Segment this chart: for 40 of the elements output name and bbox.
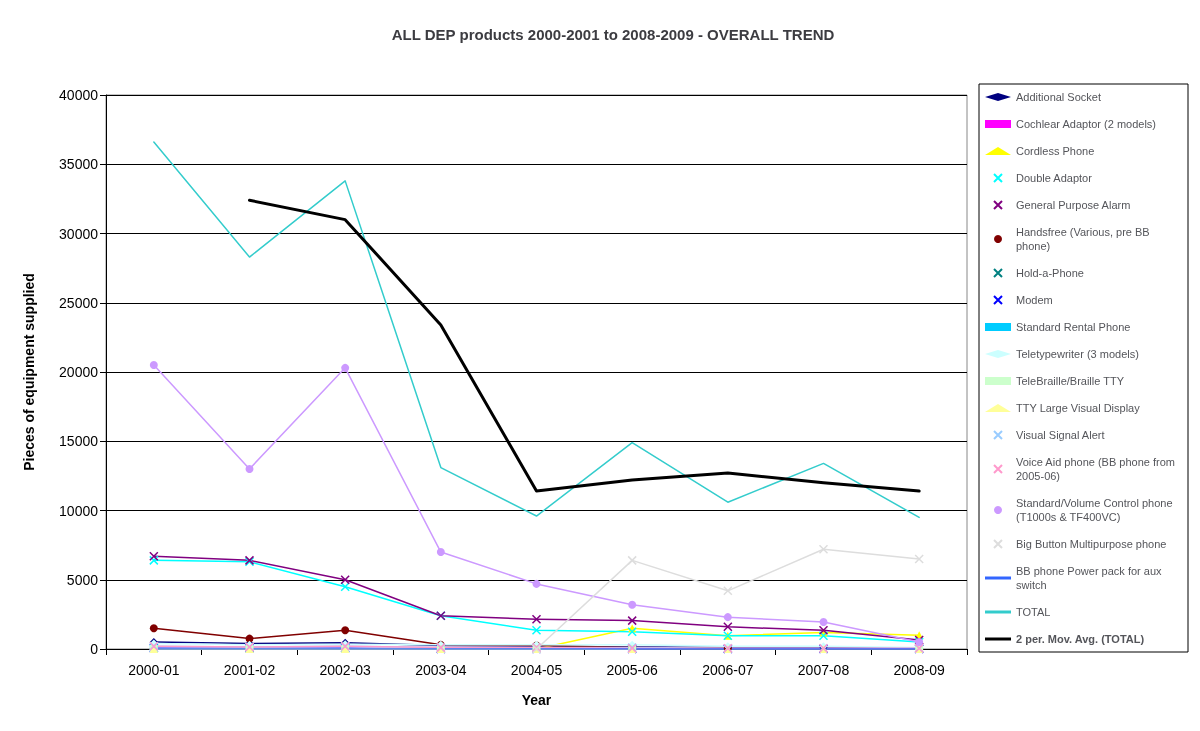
legend-label: Standard/Volume Control phone (T1000s & TF400VC) <box>1016 497 1176 523</box>
x-tick-label: 2005-06 <box>606 662 659 678</box>
legend-label: Hold-a-Phone <box>1016 267 1084 279</box>
legend-label: Cochlear Adaptor (2 models) <box>1016 118 1157 130</box>
x-tick-label: 2002-03 <box>319 662 372 678</box>
legend-label: Voice Aid phone (BB phone from 2005-06) <box>1016 456 1179 482</box>
y-tick-label: 35000 <box>59 156 99 173</box>
x-tick-label: 2000-01 <box>128 662 180 678</box>
legend-label: Visual Signal Alert <box>1016 429 1105 441</box>
legend-label: 2 per. Mov. Avg. (TOTAL) <box>1016 633 1145 645</box>
x-tick-label: 2007-08 <box>797 662 850 678</box>
legend-label: Cordless Phone <box>1016 145 1095 157</box>
legend-label: TTY Large Visual Display <box>1016 402 1141 414</box>
y-tick-label: 5000 <box>66 571 99 588</box>
chart-title: ALL DEP products 2000-2001 to 2008-2009 - OVERALL TREND <box>391 26 835 43</box>
x-tick-label: 2001-02 <box>223 662 276 678</box>
x-tick-label: 2008-09 <box>893 662 946 678</box>
legend-label: BB phone Power pack for aux switch <box>1016 565 1165 591</box>
legend-label: Additional Socket <box>1016 91 1101 103</box>
x-axis-title: Year <box>521 692 552 708</box>
legend-label: Double Adaptor <box>1016 172 1093 184</box>
y-tick-label: 40000 <box>59 87 99 103</box>
y-tick-label: 20000 <box>59 364 99 380</box>
x-tick-label: 2006-07 <box>702 662 754 678</box>
legend-label: Modem <box>1016 294 1053 306</box>
y-tick-label: 30000 <box>59 225 99 242</box>
y-tick-label: 10000 <box>59 502 99 519</box>
x-tick-label: 2004-05 <box>510 662 563 678</box>
y-tick-label: 15000 <box>59 433 99 450</box>
y-axis-title: Pieces of equipment supplied <box>21 273 37 471</box>
legend-label: TeleBraille/Braille TTY <box>1016 375 1125 387</box>
legend-label: General Purpose Alarm <box>1016 199 1131 211</box>
legend-label: Standard Rental Phone <box>1016 321 1131 333</box>
legend-label: Handsfree (Various, pre BB phone) <box>1016 226 1153 252</box>
legend-label: Big Button Multipurpose phone <box>1016 538 1167 550</box>
x-tick-label: 2003-04 <box>415 662 467 678</box>
y-tick-label: 0 <box>90 641 99 657</box>
legend-label: Teletypewriter (3 models) <box>1016 348 1139 360</box>
legend-label: TOTAL <box>1016 606 1051 618</box>
y-tick-label: 25000 <box>59 294 99 311</box>
